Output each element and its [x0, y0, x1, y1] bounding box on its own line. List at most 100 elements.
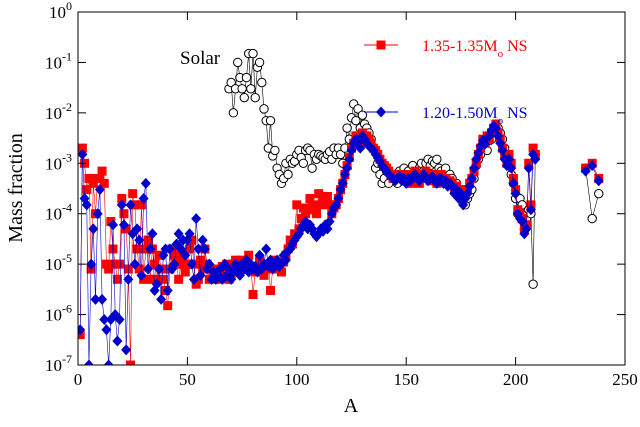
data-point	[112, 335, 123, 347]
data-point	[307, 163, 317, 173]
data-point	[121, 224, 131, 234]
x-tick-label: 250	[612, 370, 638, 389]
data-point	[265, 115, 276, 126]
data-point	[237, 84, 247, 94]
legend-label: 1.20-1.50Mo NS	[422, 105, 528, 127]
data-point	[78, 330, 85, 340]
data-point	[594, 188, 604, 199]
legend-marker	[376, 106, 386, 118]
data-point	[175, 243, 186, 255]
data-point	[78, 148, 88, 160]
data-point	[117, 194, 127, 204]
data-point	[99, 178, 109, 188]
data-point	[101, 259, 111, 269]
data-point	[123, 273, 134, 285]
y-axis-label: Mass fraction	[5, 133, 27, 242]
data-point	[580, 165, 591, 177]
plot-frame	[77, 11, 626, 366]
data-point	[246, 84, 256, 94]
data-point	[241, 72, 252, 83]
data-point	[134, 234, 145, 246]
data-point	[128, 189, 138, 199]
data-point	[145, 243, 156, 255]
y-tick-label: 100	[49, 0, 72, 22]
data-point	[104, 264, 114, 274]
legend-label: 1.35-1.35Mo NS	[422, 38, 528, 60]
data-point	[344, 153, 355, 165]
data-point	[517, 216, 528, 228]
data-point	[140, 177, 151, 189]
data-point	[86, 258, 97, 270]
data-point	[99, 313, 110, 325]
data-point	[88, 223, 99, 235]
data-point	[118, 219, 129, 231]
data-point	[185, 244, 195, 254]
data-point	[132, 244, 142, 254]
data-point	[254, 249, 265, 261]
data-point	[78, 143, 87, 153]
data-point	[136, 200, 146, 210]
data-point	[276, 267, 286, 277]
x-tick-label: 50	[179, 370, 196, 389]
data-point	[116, 199, 127, 211]
data-point	[333, 193, 344, 205]
data-point	[296, 214, 306, 224]
plot-area	[78, 48, 604, 365]
data-point	[90, 293, 101, 305]
data-point	[119, 209, 129, 219]
data-point	[239, 92, 249, 103]
y-tick-label: 10-2	[45, 100, 72, 123]
y-tick-label: 10-7	[45, 352, 72, 375]
data-point	[593, 175, 604, 187]
data-point	[186, 258, 197, 270]
data-point	[112, 274, 122, 284]
data-point	[169, 250, 179, 260]
data-point	[506, 162, 517, 174]
data-point	[523, 162, 534, 174]
data-point	[180, 267, 190, 277]
data-point	[351, 115, 361, 126]
data-point	[108, 244, 118, 254]
data-point	[176, 259, 186, 269]
data-point	[108, 219, 119, 231]
x-axis-label: A	[344, 395, 359, 417]
x-tick-label: 150	[393, 370, 419, 389]
data-point	[125, 199, 136, 211]
legend-marker	[376, 40, 386, 50]
data-point	[266, 286, 276, 296]
data-point	[335, 149, 346, 160]
data-point	[121, 344, 132, 356]
data-point	[78, 324, 86, 336]
data-point	[81, 199, 92, 211]
data-point	[114, 313, 125, 325]
data-point	[307, 200, 317, 210]
x-tick-label: 100	[284, 370, 310, 389]
data-point	[244, 250, 254, 260]
data-point	[525, 204, 536, 216]
data-point	[357, 110, 368, 120]
data-point	[305, 194, 315, 204]
x-tick-label: 200	[503, 370, 529, 389]
data-point	[587, 213, 597, 224]
data-point	[197, 234, 208, 246]
data-point	[421, 166, 431, 176]
data-point	[270, 145, 280, 156]
data-point	[193, 243, 204, 255]
data-point	[337, 177, 348, 189]
data-point	[88, 178, 98, 188]
data-point	[342, 162, 353, 174]
data-point	[129, 258, 140, 270]
data-point	[103, 359, 114, 365]
data-point	[469, 162, 480, 174]
data-point	[82, 185, 92, 195]
data-point	[163, 301, 173, 311]
data-point	[132, 223, 143, 235]
data-point	[84, 173, 94, 183]
data-point	[151, 278, 162, 290]
data-point	[191, 279, 201, 289]
data-point	[228, 108, 239, 118]
data-point	[153, 263, 164, 275]
data-point	[466, 172, 477, 184]
data-point	[184, 228, 195, 240]
